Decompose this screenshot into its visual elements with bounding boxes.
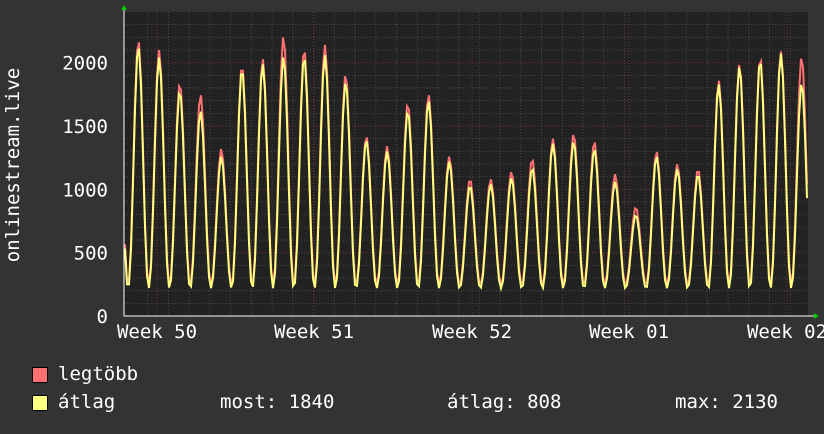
series-avg-line [124, 48, 808, 292]
legend-swatch-max [32, 367, 48, 383]
x-tick-label: Week 02 [747, 321, 824, 343]
y-tick-label: 0 [97, 306, 108, 328]
y-tick-label: 1000 [62, 179, 108, 201]
y-tick-label: 500 [74, 243, 108, 265]
x-tick-labels: Week 50 Week 51 Week 52 Week 01 Week 02 [117, 321, 824, 343]
axes [121, 5, 819, 319]
series-avg-group [124, 48, 808, 292]
x-tick-label: Week 01 [589, 321, 669, 343]
y-axis-label: onlinestream.live [2, 68, 24, 262]
legend-avg-label: átlag [58, 391, 116, 413]
legend-swatch-avg [32, 395, 48, 411]
legend-max-value: max: 2130 [675, 391, 778, 413]
legend-now-value: most: 1840 [220, 391, 335, 413]
y-tick-label: 1500 [62, 116, 108, 138]
x-tick-label: Week 51 [274, 321, 354, 343]
y-tick-labels: 0 500 1000 1500 2000 [62, 53, 108, 328]
x-axis-arrow [814, 313, 819, 319]
y-axis-arrow [121, 5, 127, 10]
legend-avg-value: átlag: 808 [447, 391, 562, 413]
y-tick-label: 2000 [62, 53, 108, 75]
x-tick-label: Week 50 [117, 321, 197, 343]
legend-max-label: legtöbb [58, 363, 139, 385]
x-tick-label: Week 52 [432, 321, 512, 343]
